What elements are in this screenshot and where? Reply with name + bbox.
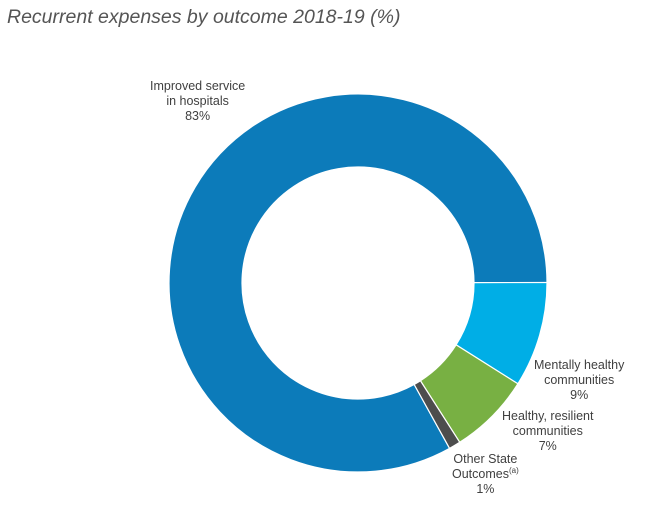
label-other-state-line1: Other State — [453, 452, 518, 466]
label-healthy-resilient: Healthy, resilient communities 7% — [502, 409, 593, 454]
label-healthy-resilient-line2: communities — [512, 424, 583, 438]
label-mentally-healthy-pct: 9% — [570, 388, 589, 402]
chart-title: Recurrent expenses by outcome 2018-19 (%… — [7, 6, 401, 28]
slice-other-state — [413, 379, 461, 450]
label-improved-service-pct: 83% — [185, 109, 211, 123]
label-other-state: Other State Outcomes(a) 1% — [452, 452, 519, 497]
label-mentally-healthy-line2: communities — [544, 373, 615, 387]
label-improved-service-line2: in hospitals — [166, 94, 229, 108]
label-other-state-line2: Outcomes(a) — [452, 465, 519, 482]
label-healthy-resilient-pct: 7% — [538, 439, 557, 453]
label-mentally-healthy: Mentally healthy communities 9% — [534, 358, 624, 403]
slice-improved-service — [168, 93, 548, 473]
label-healthy-resilient-line1: Healthy, resilient — [502, 409, 594, 423]
label-improved-service: Improved service in hospitals 83% — [150, 79, 245, 124]
label-improved-service-line1: Improved service — [150, 79, 246, 93]
label-other-state-footnote: (a) — [508, 465, 519, 475]
label-mentally-healthy-line1: Mentally healthy — [534, 358, 625, 372]
label-other-state-line2-text: Outcomes — [452, 467, 509, 481]
label-other-state-pct: 1% — [476, 482, 495, 496]
